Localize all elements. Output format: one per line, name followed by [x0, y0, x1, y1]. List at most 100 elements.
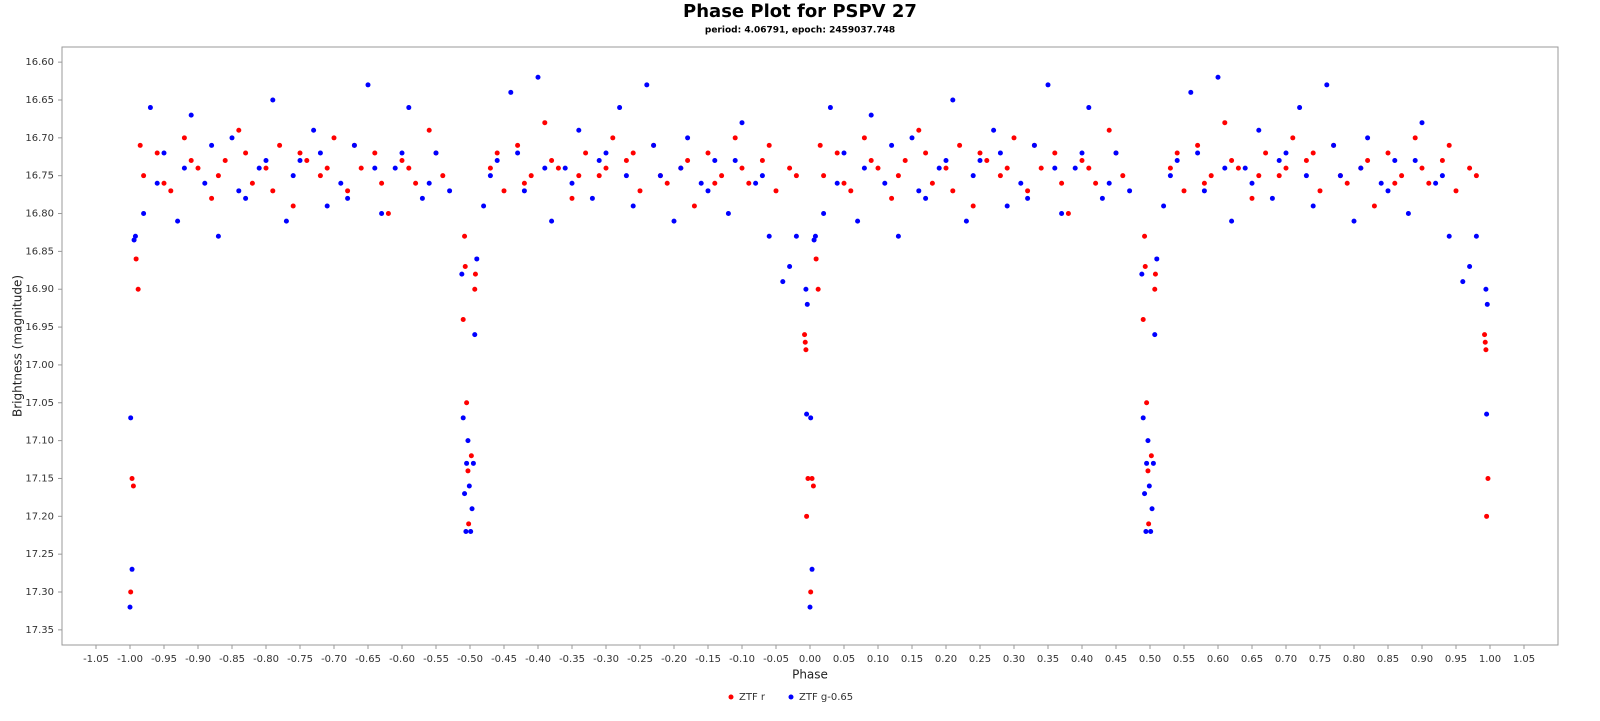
data-point	[809, 475, 815, 481]
data-point	[1358, 165, 1364, 171]
data-point	[1120, 173, 1126, 179]
data-point	[358, 165, 364, 171]
x-tick-label: -0.70	[321, 654, 347, 665]
data-point	[481, 203, 487, 209]
plot-area	[61, 46, 1559, 646]
data-point	[630, 203, 636, 209]
chart-subtitle: period: 4.06791, epoch: 2459037.748	[705, 26, 895, 36]
x-tick-label: 0.00	[799, 654, 821, 665]
data-point	[1139, 271, 1145, 277]
data-point	[542, 120, 548, 126]
data-point	[1283, 165, 1289, 171]
data-point	[1059, 180, 1065, 186]
data-point	[991, 127, 997, 133]
x-tick-label: 0.25	[969, 654, 991, 665]
data-point	[470, 460, 476, 466]
data-point	[317, 150, 323, 156]
x-tick-label: -0.10	[729, 654, 755, 665]
data-point	[161, 150, 167, 156]
data-point	[209, 195, 215, 201]
x-tick-label: 0.65	[1241, 654, 1263, 665]
data-point	[712, 158, 718, 164]
data-point	[1188, 89, 1194, 95]
data-point	[569, 195, 575, 201]
y-tick-label: 16.70	[25, 133, 54, 144]
data-point	[243, 150, 249, 156]
data-point	[1482, 332, 1488, 338]
data-point	[1167, 165, 1173, 171]
data-point	[936, 165, 942, 171]
data-point	[462, 233, 468, 239]
x-tick-label: -0.60	[389, 654, 415, 665]
data-point	[1181, 188, 1187, 194]
data-point	[812, 233, 818, 239]
y-tick-label: 16.80	[25, 209, 54, 220]
data-point	[1484, 513, 1490, 519]
x-tick-label: -1.05	[83, 654, 109, 665]
data-point	[1256, 173, 1262, 179]
data-point	[916, 127, 922, 133]
data-point	[1148, 528, 1154, 534]
x-tick-label: 0.20	[935, 654, 957, 665]
data-point	[133, 256, 139, 262]
data-point	[950, 97, 956, 103]
data-point	[1276, 173, 1282, 179]
y-tick-label: 16.65	[25, 95, 54, 106]
data-point	[1337, 173, 1343, 179]
data-point	[1276, 158, 1282, 164]
data-point	[766, 233, 772, 239]
data-point	[802, 339, 808, 345]
data-point	[916, 188, 922, 194]
data-point	[889, 195, 895, 201]
data-point	[759, 158, 765, 164]
data-point	[943, 165, 949, 171]
data-point	[188, 158, 194, 164]
data-point	[1079, 158, 1085, 164]
data-point	[1004, 165, 1010, 171]
data-point	[589, 195, 595, 201]
data-point	[1229, 158, 1235, 164]
data-point	[1385, 188, 1391, 194]
data-point	[1045, 82, 1051, 88]
x-tick-label: -0.85	[219, 654, 245, 665]
data-point	[1473, 233, 1479, 239]
y-tick-label: 17.35	[25, 625, 54, 636]
x-tick-label: 1.00	[1479, 654, 1501, 665]
data-point	[464, 400, 470, 406]
data-point	[868, 158, 874, 164]
data-point	[270, 188, 276, 194]
data-point	[1412, 158, 1418, 164]
data-point	[447, 188, 453, 194]
x-tick-label: -1.00	[117, 654, 143, 665]
data-point	[270, 97, 276, 103]
data-point	[803, 286, 809, 292]
data-point	[1038, 165, 1044, 171]
data-point	[468, 528, 474, 534]
data-point	[861, 135, 867, 141]
data-point	[943, 158, 949, 164]
data-point	[657, 173, 663, 179]
data-point	[811, 237, 817, 243]
data-point	[929, 180, 935, 186]
data-point	[1201, 180, 1207, 186]
data-point	[1297, 105, 1303, 111]
y-tick-label: 16.85	[25, 246, 54, 257]
data-point	[1143, 528, 1149, 534]
y-tick-label: 16.95	[25, 322, 54, 333]
data-point	[1484, 411, 1490, 417]
x-tick-label: 0.55	[1173, 654, 1195, 665]
data-point	[1324, 82, 1330, 88]
data-point	[1263, 150, 1269, 156]
data-point	[809, 566, 815, 572]
data-point	[923, 195, 929, 201]
data-point	[1365, 158, 1371, 164]
data-point	[1142, 264, 1148, 270]
data-point	[372, 150, 378, 156]
data-point	[283, 218, 289, 224]
data-point	[1419, 165, 1425, 171]
x-tick-label: -0.30	[593, 654, 619, 665]
data-point	[141, 211, 147, 217]
x-tick-label: 0.85	[1377, 654, 1399, 665]
data-point	[810, 483, 816, 489]
data-point	[651, 142, 657, 148]
